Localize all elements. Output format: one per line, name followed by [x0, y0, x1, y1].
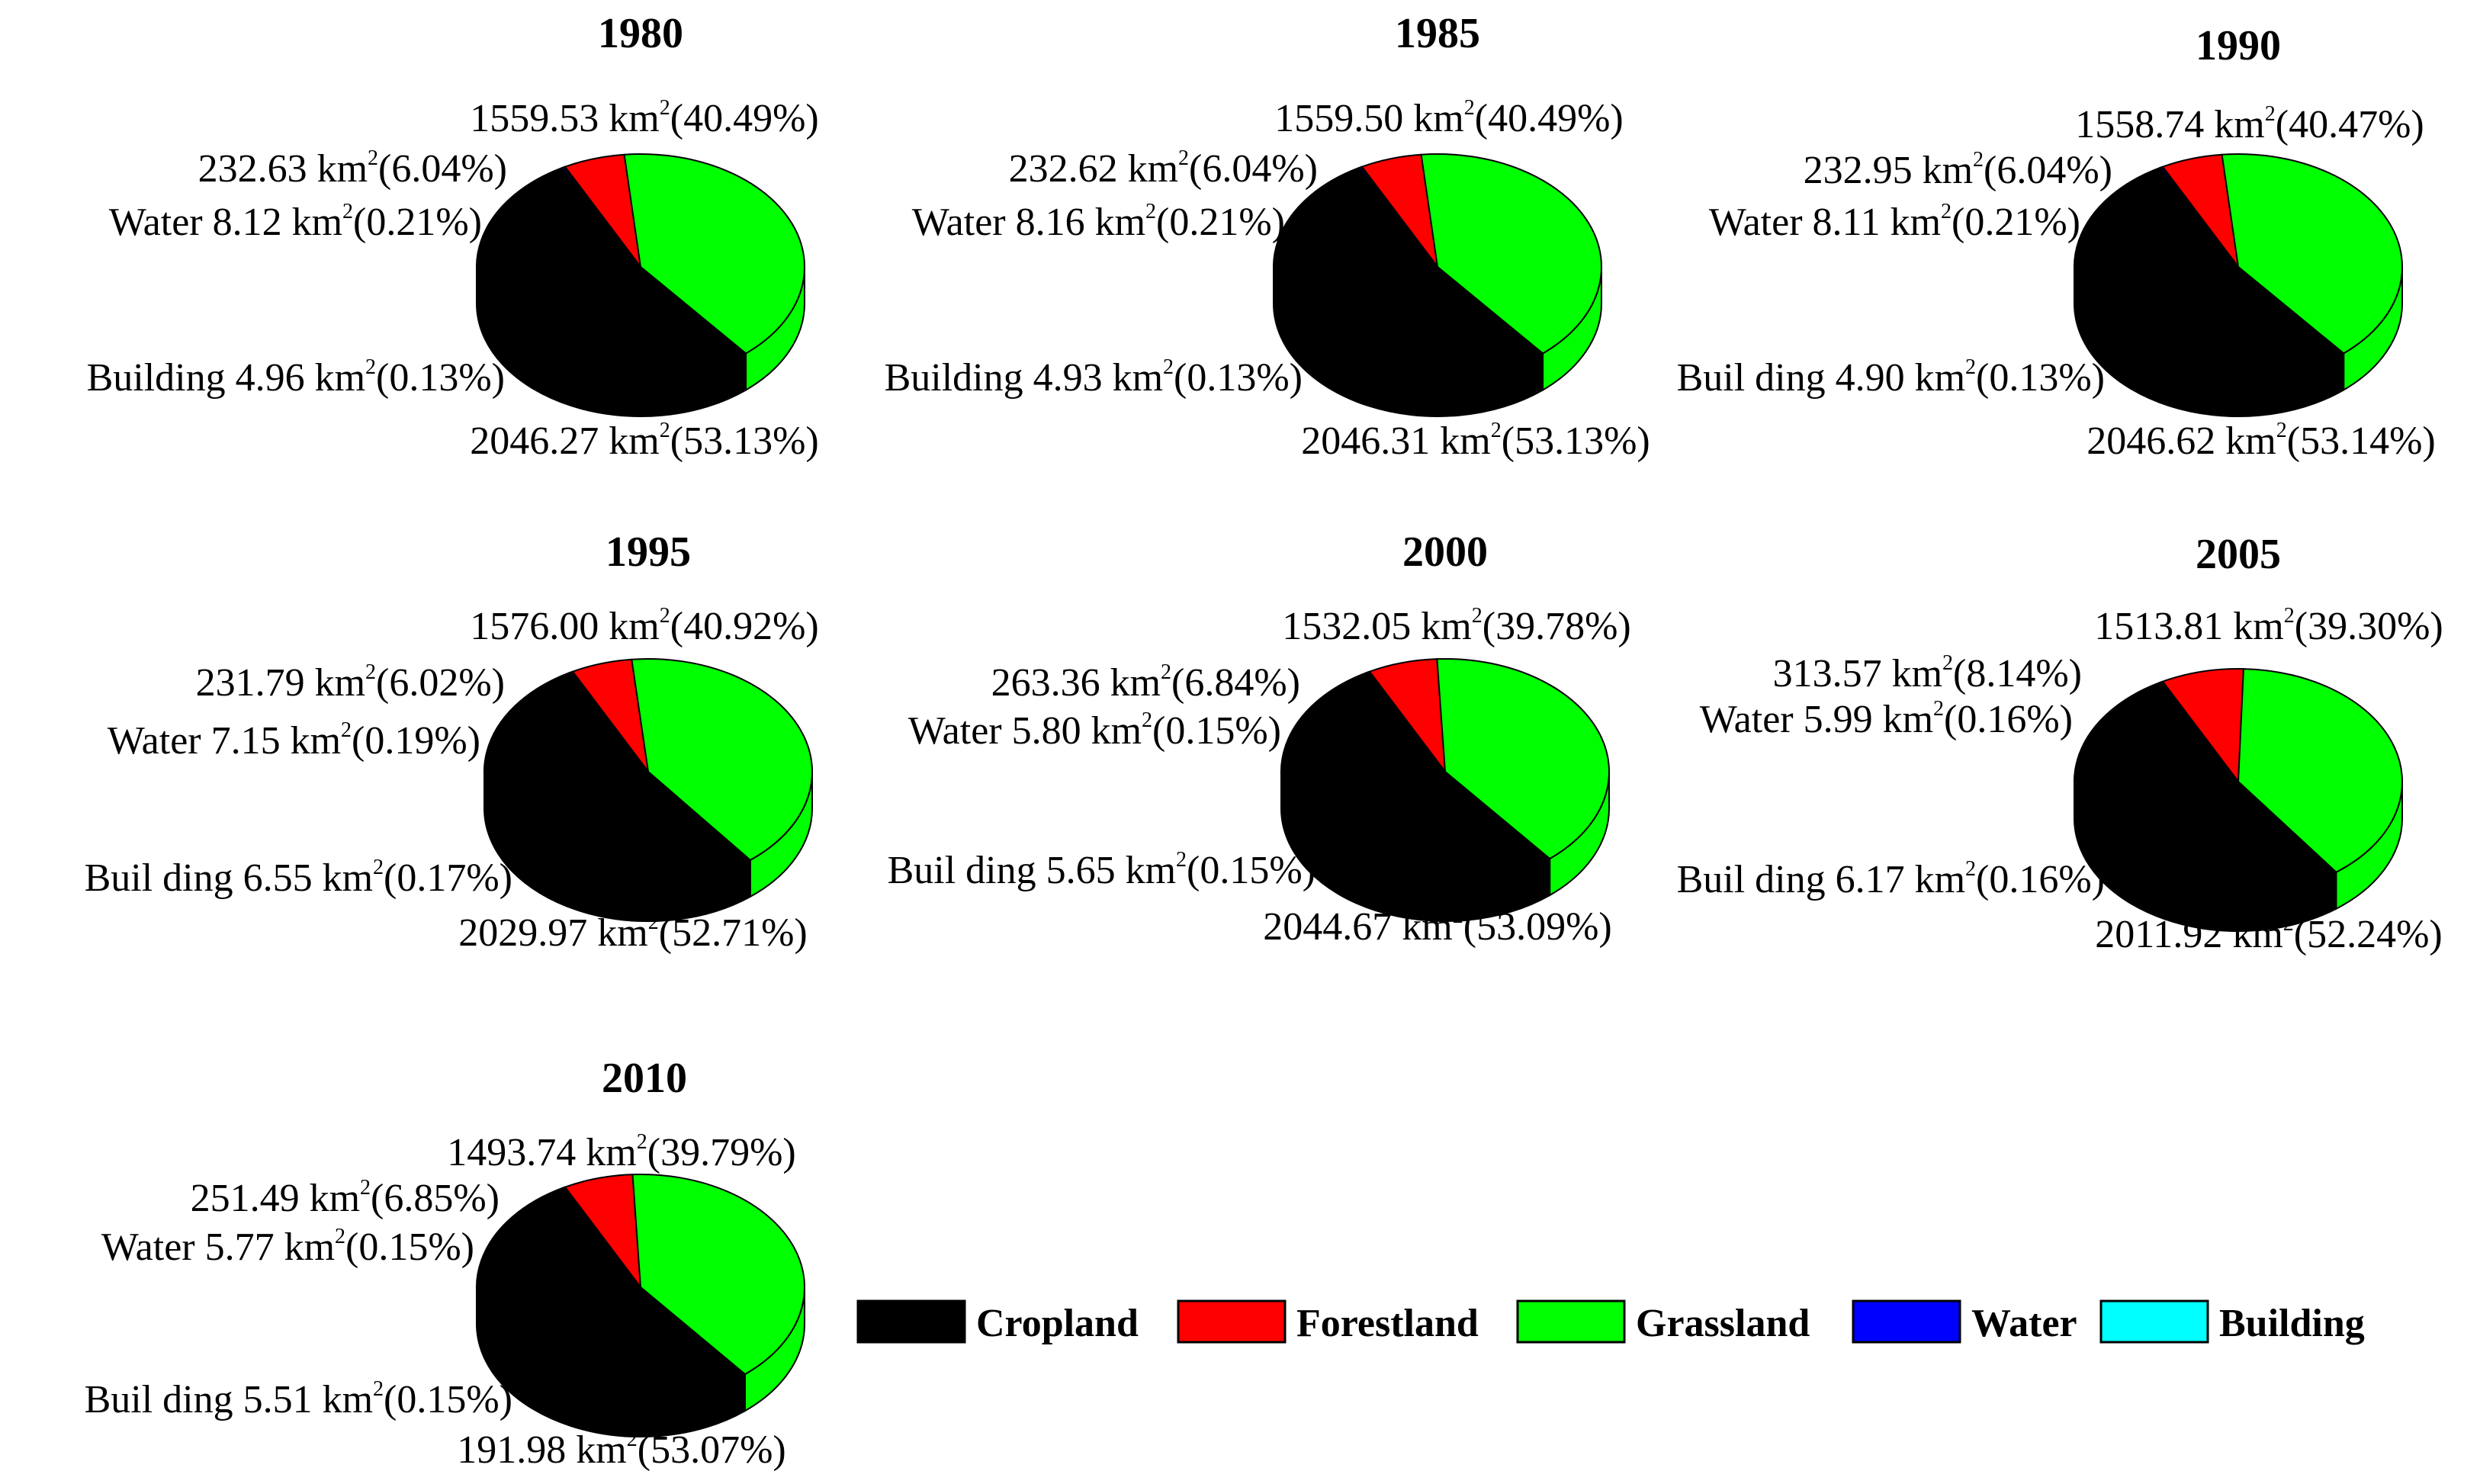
pie-chart-1985: 1985 1559.50 km2(40.49%) 232.62 km2(6.04%)…: [885, 10, 1650, 463]
pie-chart-2005: 2005 1513.81 km2(39.30%) 313.57 km2(8.14%)…: [1677, 531, 2443, 956]
pie-slice-cropland: [2073, 166, 2345, 381]
slice-label-forestland: 232.95 km2(6.04%): [1804, 148, 2112, 192]
slice-label-building: Building 4.93 km2(0.13%): [885, 355, 1303, 400]
slice-label-building: Buil ding 5.51 km2(0.15%): [85, 1377, 512, 1421]
pie-slice-cropland: [483, 672, 752, 886]
slice-label-forestland: 232.63 km2(6.04%): [198, 146, 507, 191]
pie-slice-grassland: [631, 658, 813, 862]
slice-label-water: Water 8.11 km2(0.21%): [1709, 200, 2080, 244]
chart-title: 1995: [606, 528, 691, 576]
pie-slice-building: [1367, 670, 1446, 773]
slice-label-cropland: 2046.62 km2(53.14%): [2086, 419, 2435, 463]
slice-label-forestland: 251.49 km2(6.85%): [191, 1176, 500, 1220]
legend-label-cropland: Cropland: [976, 1302, 1139, 1345]
pie-slice-cropland: [476, 1187, 747, 1401]
slice-label-building: Building 4.96 km2(0.13%): [87, 355, 505, 400]
pie-slice-grassland: [2221, 153, 2403, 355]
slice-label-cropland: 2029.97 km2(52.71%): [458, 911, 807, 955]
legend-label-water: Water: [1971, 1302, 2077, 1345]
legend-swatch-grassland: [1516, 1299, 1626, 1344]
pie-chart-1980: 1980 1559.53 km2(40.49%) 232.63 km2(6.04%)…: [87, 10, 819, 463]
slice-label-water: Water 8.12 km2(0.21%): [109, 200, 482, 244]
pie-slice-building: [2160, 680, 2239, 782]
chart-title: 2000: [1402, 528, 1488, 576]
slice-label-grassland: 1559.50 km2(40.49%): [1274, 96, 1623, 140]
slice-label-water: Water 5.99 km2(0.16%): [1700, 697, 2073, 741]
legend-swatch-building: [2099, 1299, 2209, 1344]
pie-slice-building: [570, 670, 649, 773]
slice-label-water: Water 5.80 km2(0.15%): [908, 708, 1281, 753]
slice-label-cropland: 191.98 km2(53.07%): [457, 1428, 785, 1472]
pie-slice-cropland: [1280, 671, 1551, 885]
pie-chart-2000: 2000 1532.05 km2(39.78%) 263.36 km2(6.84%)…: [888, 528, 1631, 949]
slice-label-building: Buil ding 5.65 km2(0.15%): [888, 848, 1315, 892]
legend-swatch-cropland: [856, 1299, 966, 1344]
legend-label-forestland: Forestland: [1296, 1302, 1479, 1345]
slice-label-forestland: 232.62 km2(6.04%): [1009, 146, 1318, 191]
chart-title: 2005: [2196, 531, 2281, 578]
pie-slice-cropland: [1272, 166, 1544, 381]
pie-slice-grassland: [1436, 658, 1610, 860]
slice-label-water: Water 7.15 km2(0.19%): [108, 718, 480, 763]
pie-slice-building: [562, 1186, 641, 1288]
slice-label-grassland: 1558.74 km2(40.47%): [2075, 102, 2424, 146]
pie-chart-1990: 1990 1558.74 km2(40.47%)232.95 km2(6.04%)…: [1677, 22, 2436, 463]
slice-label-cropland: 2044.67 km2(53.09%): [1263, 904, 1611, 949]
pie-slice-cropland: [476, 166, 747, 381]
slice-label-water: Water 5.77 km2(0.15%): [101, 1225, 474, 1269]
pie-slice-building: [2160, 165, 2239, 268]
slice-label-forestland: 263.36 km2(6.84%): [991, 660, 1300, 705]
pie-chart-1995: 1995 1576.00 km2(40.92%) 231.79 km2(6.02%)…: [85, 528, 819, 955]
pie-slice-grassland: [631, 1174, 805, 1376]
slice-label-cropland: 2046.27 km2(53.13%): [470, 419, 818, 463]
pie-slice-building: [562, 165, 641, 268]
slice-label-building: Buil ding 6.17 km2(0.16%): [1677, 857, 2105, 901]
slice-label-grassland: 1513.81 km2(39.30%): [2094, 604, 2443, 648]
slice-label-cropland: 2011.92 km2(52.24%): [2095, 912, 2442, 956]
slice-label-building: Buil ding 4.90 km2(0.13%): [1677, 355, 2105, 400]
legend-label-grassland: Grassland: [1636, 1302, 1810, 1345]
slice-label-grassland: 1532.05 km2(39.78%): [1282, 604, 1630, 648]
pie-slice-building: [1359, 165, 1438, 268]
legend-label-building: Building: [2219, 1302, 2365, 1345]
slice-label-grassland: 1559.53 km2(40.49%): [470, 96, 818, 140]
slice-label-grassland: 1576.00 km2(40.92%): [470, 604, 818, 648]
slice-label-grassland: 1493.74 km2(39.79%): [447, 1130, 795, 1174]
pie-slice-cropland: [2074, 681, 2338, 895]
chart-title: 2010: [602, 1055, 687, 1102]
chart-title: 1990: [2196, 22, 2281, 69]
pie-slice-grassland: [623, 153, 805, 355]
legend-swatch-water: [1852, 1299, 1961, 1344]
chart-title: 1985: [1395, 10, 1480, 57]
slice-label-building: Buil ding 6.55 km2(0.17%): [85, 856, 512, 900]
pie-chart-2010: 2010 1493.74 km2(39.79%)251.49 km2(6.85%)…: [85, 1055, 805, 1472]
slice-label-water: Water 8.16 km2(0.21%): [912, 200, 1285, 244]
slice-label-forestland: 231.79 km2(6.02%): [196, 660, 505, 705]
slice-label-forestland: 313.57 km2(8.14%): [1773, 651, 2082, 695]
legend-swatch-forestland: [1177, 1299, 1287, 1344]
pie-slice-grassland: [2237, 668, 2403, 873]
pie-slice-forestland: [2161, 668, 2244, 784]
chart-title: 1980: [598, 10, 683, 57]
slice-label-cropland: 2046.31 km2(53.13%): [1301, 419, 1650, 463]
pie-slice-grassland: [1420, 153, 1602, 355]
legend: Cropland Forestland Grassland Water Building: [856, 1299, 2365, 1345]
